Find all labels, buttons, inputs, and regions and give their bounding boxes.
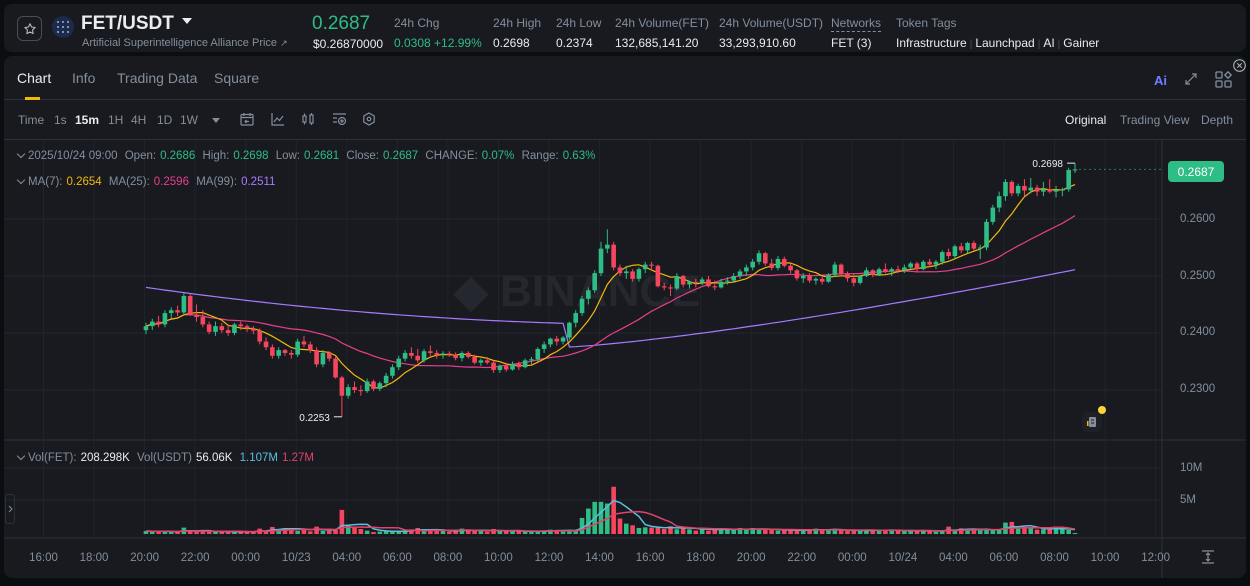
panel-tabs: Chart Info Trading Data Square Ai [4, 56, 1246, 100]
x-axis-label: 06:00 [382, 552, 412, 564]
x-axis-label: 08:00 [433, 552, 463, 564]
expand-left-panel-button[interactable] [5, 494, 15, 524]
collapse-chevron-icon[interactable] [16, 451, 26, 461]
news-notes-icon[interactable] [1082, 406, 1106, 432]
volume-axis-label: 5M [1180, 494, 1196, 506]
y-axis-label: 0.2300 [1180, 383, 1216, 395]
x-axis-label: 20:00 [130, 552, 159, 564]
chart-settings-list-icon[interactable] [331, 111, 347, 127]
collapse-chevron-icon[interactable] [16, 175, 26, 185]
view-trading-view[interactable]: Trading View [1120, 113, 1190, 127]
candle-style-icon[interactable] [300, 111, 316, 127]
favorite-button[interactable] [17, 16, 42, 41]
chart-panel: Chart Info Trading Data Square Ai Time 1… [4, 56, 1246, 578]
auto-scale-icon[interactable] [1200, 549, 1216, 565]
chart-toolbar: Time 1s 15m 1H 4H 1D 1W Original Trading… [4, 100, 1246, 140]
x-axis-label: 16:00 [635, 552, 665, 564]
layout-widgets-icon[interactable] [1213, 69, 1233, 89]
y-axis-label: 0.2500 [1180, 270, 1216, 282]
last-price-usd: $0.26870000 [313, 37, 384, 51]
x-axis-label: 14:00 [585, 552, 614, 564]
interval-1w[interactable]: 1W [180, 113, 198, 127]
view-original[interactable]: Original [1065, 113, 1107, 127]
stat-24h-low: 24h Low 0.2374 [556, 16, 602, 50]
interval-dropdown-icon[interactable] [211, 116, 221, 124]
interval-1s[interactable]: 1s [54, 113, 67, 127]
collapse-chevron-icon[interactable] [16, 149, 26, 159]
tag-infrastructure[interactable]: Infrastructure [896, 36, 967, 50]
notification-dot [1098, 406, 1106, 414]
tab-chart[interactable]: Chart [17, 70, 52, 86]
x-axis-label: 16:00 [29, 552, 58, 564]
fullscreen-icon[interactable] [1182, 70, 1200, 88]
stat-24h-volume-fet: 24h Volume(FET) 132,685,141.20 [615, 16, 710, 50]
stat-24h-change: 24h Chg 0.0308 +12.99% [394, 16, 482, 50]
ma-legend: MA(7): 0.2654 MA(25): 0.2596 MA(99): 0.2511 [16, 175, 279, 188]
x-axis-label: 08:00 [1040, 552, 1069, 564]
tag-gainer[interactable]: Gainer [1063, 36, 1100, 50]
stat-24h-volume-usdt: 24h Volume(USDT) 33,293,910.60 [719, 16, 824, 50]
tab-trading-data[interactable]: Trading Data [117, 70, 198, 86]
interval-1d[interactable]: 1D [157, 113, 173, 127]
y-axis-label: 0.2600 [1180, 213, 1216, 225]
current-price-tag: 0.2687 [1168, 161, 1224, 182]
x-axis-label: 04:00 [332, 552, 362, 564]
x-axis-label: 22:00 [787, 552, 817, 564]
x-axis-label: 18:00 [79, 552, 109, 564]
x-axis-label: 04:00 [939, 552, 968, 564]
x-axis-label: 06:00 [989, 552, 1019, 564]
x-axis-label: 18:00 [686, 552, 716, 564]
pair-selector[interactable]: FET/USDT [81, 13, 192, 35]
volume-axis-label: 10M [1180, 462, 1203, 474]
tab-square[interactable]: Square [214, 70, 260, 86]
x-axis-label: 22:00 [180, 552, 210, 564]
external-link-icon: ↗ [280, 38, 288, 48]
x-axis-label: 10/24 [888, 552, 918, 564]
token-tags: Token Tags Infrastructure | Launchpad | AI | G… [896, 16, 1100, 50]
x-axis-label: 00:00 [837, 552, 867, 564]
x-axis-label: 20:00 [736, 552, 766, 564]
last-price: 0.2687 [312, 13, 371, 34]
ticker-header: FET/USDT Artificial Superintelligence Al… [4, 4, 1246, 52]
calendar-goto-date-icon[interactable] [239, 111, 255, 127]
svg-text:0.2698: 0.2698 [1032, 159, 1063, 170]
time-label: Time [18, 113, 45, 127]
caret-down-icon [181, 17, 192, 24]
close-panel-icon[interactable] [1232, 58, 1246, 72]
stat-24h-high: 24h High 0.2698 [493, 16, 542, 50]
x-axis-label: 10/23 [281, 552, 311, 564]
x-axis-label: 12:00 [534, 552, 564, 564]
x-axis-label: 10:00 [1090, 552, 1120, 564]
tab-info[interactable]: Info [72, 70, 96, 86]
ohlc-legend: 2025/10/24 09:00 Open: 0.2686 High: 0.2698… [16, 149, 599, 162]
y-axis-label: 0.2400 [1180, 326, 1216, 338]
x-axis-label: 12:00 [1141, 552, 1170, 564]
active-tab-indicator [25, 97, 40, 100]
star-icon [23, 22, 36, 34]
ai-button[interactable]: Ai [1154, 73, 1167, 88]
tag-launchpad[interactable]: Launchpad [975, 36, 1035, 50]
settings-hexagon-icon[interactable] [361, 111, 377, 127]
interval-15m[interactable]: 15m [75, 113, 100, 127]
networks[interactable]: Networks FET (3) [831, 16, 882, 50]
svg-text:0.2253: 0.2253 [299, 413, 330, 424]
interval-4h[interactable]: 4H [131, 113, 147, 127]
tag-ai[interactable]: AI [1043, 36, 1055, 50]
pair-name: FET/USDT [81, 13, 174, 34]
x-axis-label: 10:00 [484, 552, 513, 564]
indicators-icon[interactable] [270, 111, 286, 127]
x-axis-label: 00:00 [231, 552, 261, 564]
volume-legend: Vol(FET): 208.298K Vol(USDT) 56.06K 1.107M… [16, 451, 318, 464]
coin-logo-icon [52, 16, 74, 38]
coin-price-link[interactable]: Artificial Superintelligence Alliance Pr… [82, 37, 288, 49]
view-depth[interactable]: Depth [1201, 113, 1234, 127]
interval-1h[interactable]: 1H [108, 113, 124, 127]
